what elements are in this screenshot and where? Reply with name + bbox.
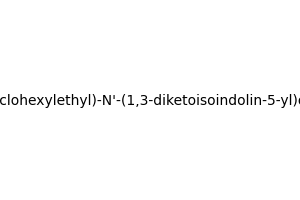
Text: N-(2-cyclohexylethyl)-N'-(1,3-diketoisoindolin-5-yl)oxamide: N-(2-cyclohexylethyl)-N'-(1,3-diketoisoi… xyxy=(0,94,300,108)
